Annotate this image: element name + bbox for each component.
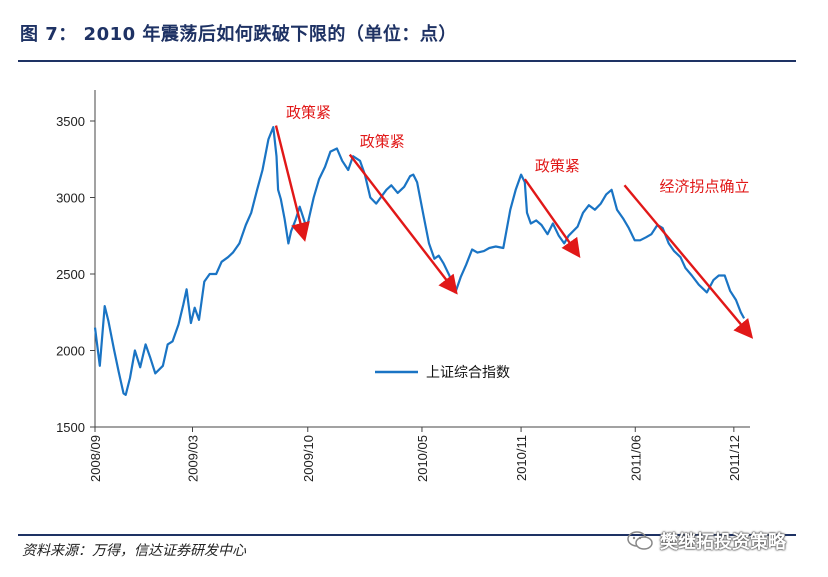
y-tick-label: 2000 [56,344,85,359]
figure-title: 图 7： 2010 年震荡后如何跌破下限的（单位：点） [20,24,457,45]
watermark: 樊继拓投资策略 [626,528,786,554]
footer-rule [18,534,796,536]
annotation-arrow [623,184,754,339]
annotation-label: 政策紧 [535,157,580,175]
line-chart: 1500 2000 2500 3000 3500 2008/09 2009/03 2009/1… [56,90,754,482]
x-tick-label: 2008/09 [88,435,103,482]
annotation-label: 经济拐点确立 [659,177,749,195]
annotation-arrow [274,125,310,242]
watermark-text: 樊继拓投资策略 [660,532,786,553]
annotation-arrow [348,153,458,295]
legend-label: 上证综合指数 [426,365,510,381]
x-tick-label: 2011/06 [628,435,643,481]
annotation-arrow [523,178,581,259]
chart-legend: 上证综合指数 [375,365,510,381]
x-tick-label: 2010/05 [415,435,430,482]
x-tick-label: 2011/12 [727,435,742,481]
x-tick-label: 2009/10 [301,435,316,482]
title-rule [18,60,796,62]
source-note: 资料来源：万得，信达证券研发中心 [22,543,246,559]
x-tick-label: 2009/03 [185,435,200,482]
wechat-icon [627,531,653,550]
y-tick-label: 3500 [56,114,85,129]
series-line-shanghai-composite [93,125,746,396]
annotation-label: 政策紧 [286,104,331,122]
x-tick-label: 2010/11 [514,435,529,481]
y-tick-label: 1500 [56,420,85,435]
y-tick-label: 3000 [56,191,85,206]
annotation-label: 政策紧 [360,133,405,151]
y-tick-label: 2500 [56,267,85,282]
